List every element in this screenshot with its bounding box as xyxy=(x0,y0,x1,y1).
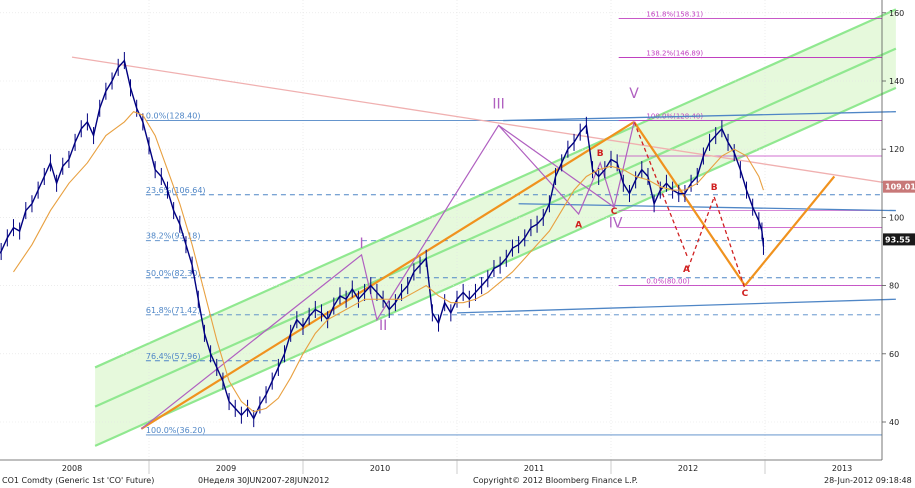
wave-label: A xyxy=(683,265,690,275)
x-tick-label: 2008 xyxy=(62,464,82,473)
wave-label: I xyxy=(359,236,363,252)
support-line xyxy=(456,298,896,314)
elliott-wave-path xyxy=(140,121,635,430)
y-tick-label: 120 xyxy=(889,145,904,154)
red-projection-b xyxy=(687,196,715,269)
channel-mid-line xyxy=(94,47,897,408)
x-tick-label: 2012 xyxy=(678,464,698,473)
fib-level-label: 100.0%(36.20) xyxy=(146,426,206,435)
timestamp-label: 28-Jun-2012 09:18:48 xyxy=(824,476,912,485)
long-term-resistance-line xyxy=(71,56,912,188)
x-tick-label: 2013 xyxy=(832,464,852,473)
y-tick-label: 40 xyxy=(889,418,899,427)
moving-average-line xyxy=(13,111,764,413)
mid-support-line xyxy=(518,203,896,212)
x-tick-label: 2010 xyxy=(370,464,390,473)
fib-extension-label: 161.8%(158.31) xyxy=(646,11,703,19)
fib-level-label: 61.8%(71.42) xyxy=(146,306,201,315)
y-tick-label: 160 xyxy=(889,9,904,18)
wave-label: II xyxy=(379,318,387,334)
trend-channel xyxy=(94,8,897,447)
fibonacci-levels: 0.0%(128.40) 23.6%(106.64) 38.2%(93.18) 50.… xyxy=(145,11,882,436)
y-tick-label: 140 xyxy=(889,77,904,86)
red-projection-c xyxy=(713,196,746,290)
fib-level-label: 23.6%(106.64) xyxy=(146,186,206,195)
upper-resistance-line xyxy=(503,111,896,122)
wave-label: IV xyxy=(609,216,623,232)
wave-label: B xyxy=(597,149,604,159)
y-tick-label: 60 xyxy=(889,350,899,359)
y-tick-label: 80 xyxy=(889,282,899,291)
fib-level-label: 50.0%(82.30) xyxy=(146,269,201,278)
trendline-value-box xyxy=(883,180,915,193)
period-label: 0Неделя 30JUN2007-28JUN2012 xyxy=(198,476,330,485)
wave-label: A xyxy=(575,221,582,231)
fib-level-label: 38.2%(93.18) xyxy=(146,232,201,241)
orange-projection-up xyxy=(744,175,836,287)
chart-footer: CO1 Comdty (Generic 1st 'CO' Future) 0Не… xyxy=(0,476,915,488)
orange-trend-line xyxy=(140,120,635,430)
fib-extension-label: 138.2%(146.89) xyxy=(646,50,703,58)
trend-lines xyxy=(71,56,912,430)
y-tick-label: 100 xyxy=(889,213,904,222)
last-price-label: 93.55 xyxy=(885,235,911,244)
last-price-box xyxy=(883,233,915,246)
x-tick-label: 2009 xyxy=(216,464,236,473)
price-series xyxy=(0,52,765,428)
x-tick-label: 2011 xyxy=(524,464,544,473)
fib-level-label: 76.4%(57.96) xyxy=(146,352,201,361)
channel-lower-line xyxy=(94,86,897,447)
fib-extension-label: 0.0%(80.00) xyxy=(646,278,690,286)
corrective-wave-path xyxy=(498,124,615,216)
security-label: CO1 Comdty (Generic 1st 'CO' Future) xyxy=(2,476,155,485)
orange-projection-down xyxy=(633,121,746,287)
channel-upper-line xyxy=(94,8,897,369)
fib-level-label: 0.0%(128.40) xyxy=(146,112,201,121)
trendline-value-label: 109.01 xyxy=(885,183,915,192)
axes: 40 60 80 100 120 140 160 2008 2009 2010 2011 2012 20… xyxy=(0,0,915,474)
copyright-label: Copyright© 2012 Bloomberg Finance L.P. xyxy=(473,476,638,485)
wave-label: B xyxy=(711,183,718,193)
wave-label: V xyxy=(629,86,639,102)
wave-label: C xyxy=(611,207,618,217)
wave-label: III xyxy=(492,96,504,112)
wave-label: C xyxy=(742,289,749,299)
